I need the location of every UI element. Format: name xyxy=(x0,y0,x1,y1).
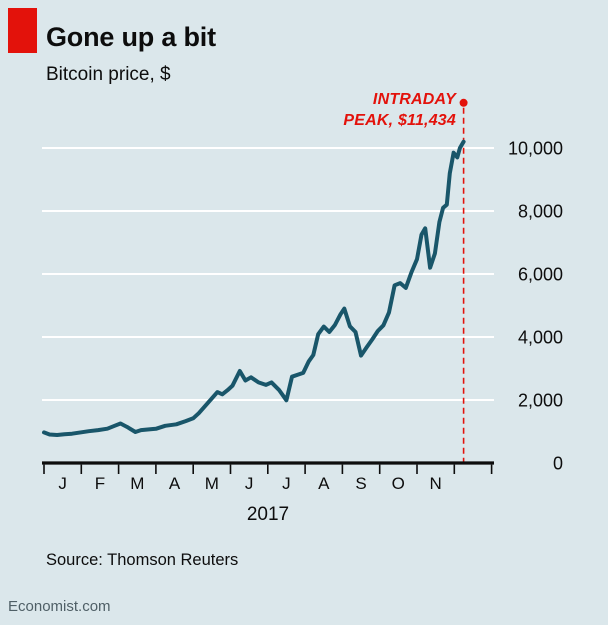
x-month-label: J xyxy=(282,474,291,493)
x-month-label: M xyxy=(205,474,219,493)
chart-title: Gone up a bit xyxy=(46,22,216,52)
x-month-label: A xyxy=(318,474,330,493)
x-month-label: F xyxy=(95,474,105,493)
y-tick-label: 8,000 xyxy=(518,202,563,222)
x-month-label: N xyxy=(429,474,441,493)
x-month-label: A xyxy=(169,474,181,493)
y-tick-label: 4,000 xyxy=(518,328,563,348)
x-axis-title: 2017 xyxy=(247,504,289,525)
y-tick-label: 10,000 xyxy=(508,139,563,159)
source-note: Source: Thomson Reuters xyxy=(46,551,239,569)
x-month-label: J xyxy=(58,474,67,493)
y-tick-label: 6,000 xyxy=(518,265,563,285)
y-tick-label: 2,000 xyxy=(518,391,563,411)
x-month-label: O xyxy=(392,474,405,493)
x-month-label: S xyxy=(355,474,366,493)
x-month-label: J xyxy=(245,474,254,493)
peak-marker-dot xyxy=(459,98,468,107)
peak-annotation-line2: PEAK, $11,434 xyxy=(343,112,456,129)
price-line xyxy=(42,139,466,437)
y-tick-label: 0 xyxy=(553,454,563,474)
chart-subtitle: Bitcoin price, $ xyxy=(46,64,171,85)
footer-site-name: Economist.com xyxy=(8,598,111,615)
peak-annotation-line1: INTRADAY xyxy=(372,91,456,108)
economist-red-tab xyxy=(8,8,37,53)
x-month-label: M xyxy=(130,474,144,493)
peak-annotation: INTRADAY PEAK, $11,434 xyxy=(343,89,456,131)
